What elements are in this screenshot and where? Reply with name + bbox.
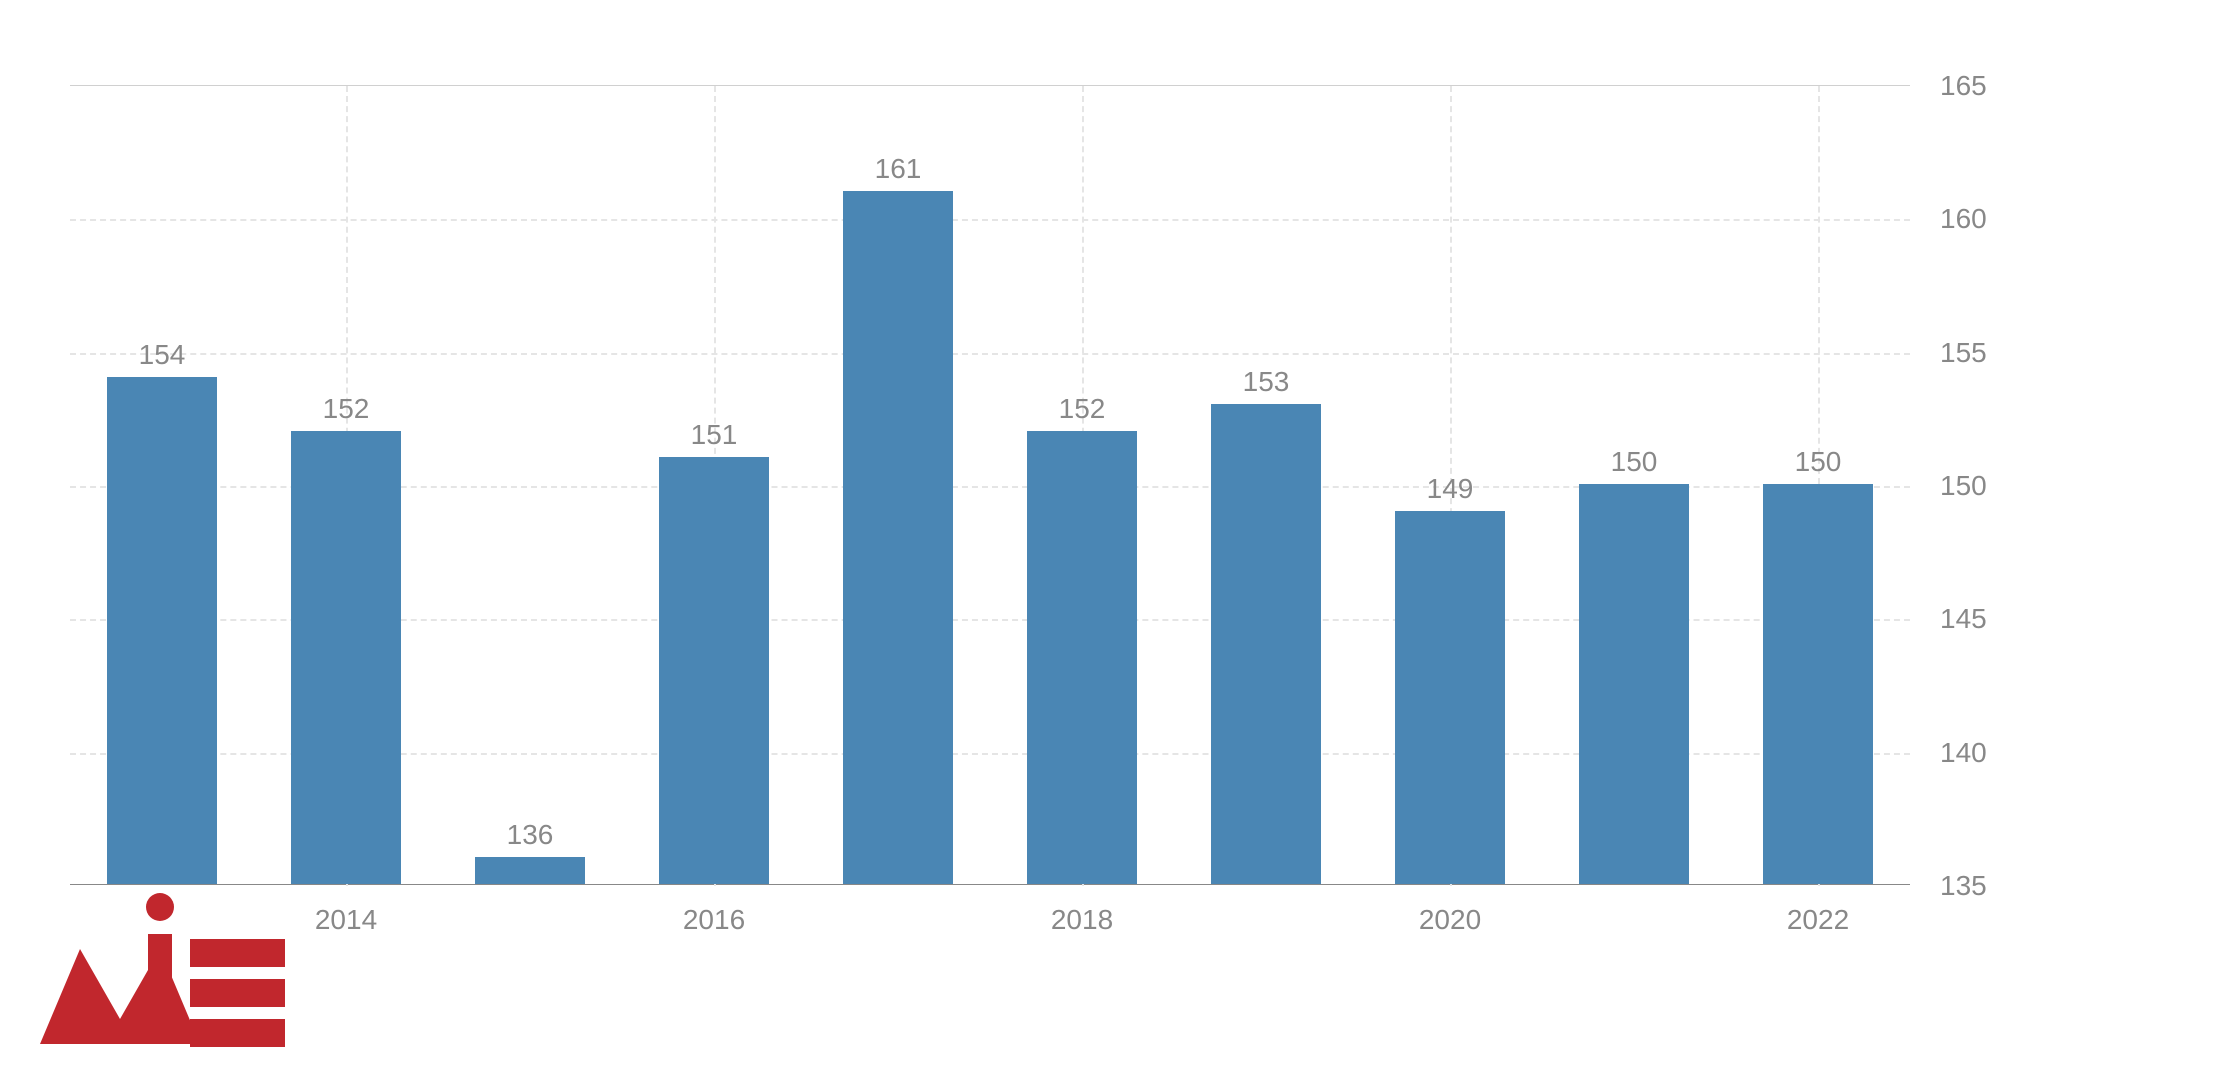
logo-e-bar2-icon	[190, 979, 285, 1007]
bar	[107, 377, 217, 884]
y-axis-tick-label: 155	[1940, 337, 1987, 369]
logo	[30, 889, 290, 1049]
bar	[475, 857, 585, 884]
bar-value-label: 153	[1243, 366, 1290, 398]
bar-value-label: 151	[691, 419, 738, 451]
y-axis-tick-label: 160	[1940, 203, 1987, 235]
plot-area: 1351401451501551601652014201620182020202…	[70, 85, 1910, 885]
bar-value-label: 152	[323, 393, 370, 425]
logo-m-icon	[40, 949, 200, 1044]
x-axis-tick-label: 2014	[315, 904, 377, 936]
bar-value-label: 150	[1795, 446, 1842, 478]
bar	[843, 191, 953, 884]
bar	[659, 457, 769, 884]
logo-e-bar3-icon	[190, 1019, 285, 1047]
logo-e-bar1-icon	[190, 939, 285, 967]
bar	[1027, 431, 1137, 884]
bar-value-label: 150	[1611, 446, 1658, 478]
bar-value-label: 154	[139, 339, 186, 371]
y-axis-tick-label: 135	[1940, 870, 1987, 902]
logo-svg	[30, 889, 290, 1049]
chart-container: 1351401451501551601652014201620182020202…	[70, 85, 1990, 925]
bar-value-label: 149	[1427, 473, 1474, 505]
x-axis-tick-label: 2022	[1787, 904, 1849, 936]
x-axis-tick-label: 2016	[683, 904, 745, 936]
logo-i-icon	[148, 934, 172, 1044]
bar	[1395, 511, 1505, 884]
y-axis-tick-label: 140	[1940, 737, 1987, 769]
bar	[291, 431, 401, 884]
logo-dot-icon	[146, 893, 174, 921]
bar-value-label: 161	[875, 153, 922, 185]
bar	[1579, 484, 1689, 884]
x-axis-tick-label: 2018	[1051, 904, 1113, 936]
bar-value-label: 152	[1059, 393, 1106, 425]
y-axis-tick-label: 150	[1940, 470, 1987, 502]
bar-value-label: 136	[507, 819, 554, 851]
y-axis-tick-label: 165	[1940, 70, 1987, 102]
bar	[1763, 484, 1873, 884]
y-axis-tick-label: 145	[1940, 603, 1987, 635]
x-axis-tick-label: 2020	[1419, 904, 1481, 936]
bar	[1211, 404, 1321, 884]
